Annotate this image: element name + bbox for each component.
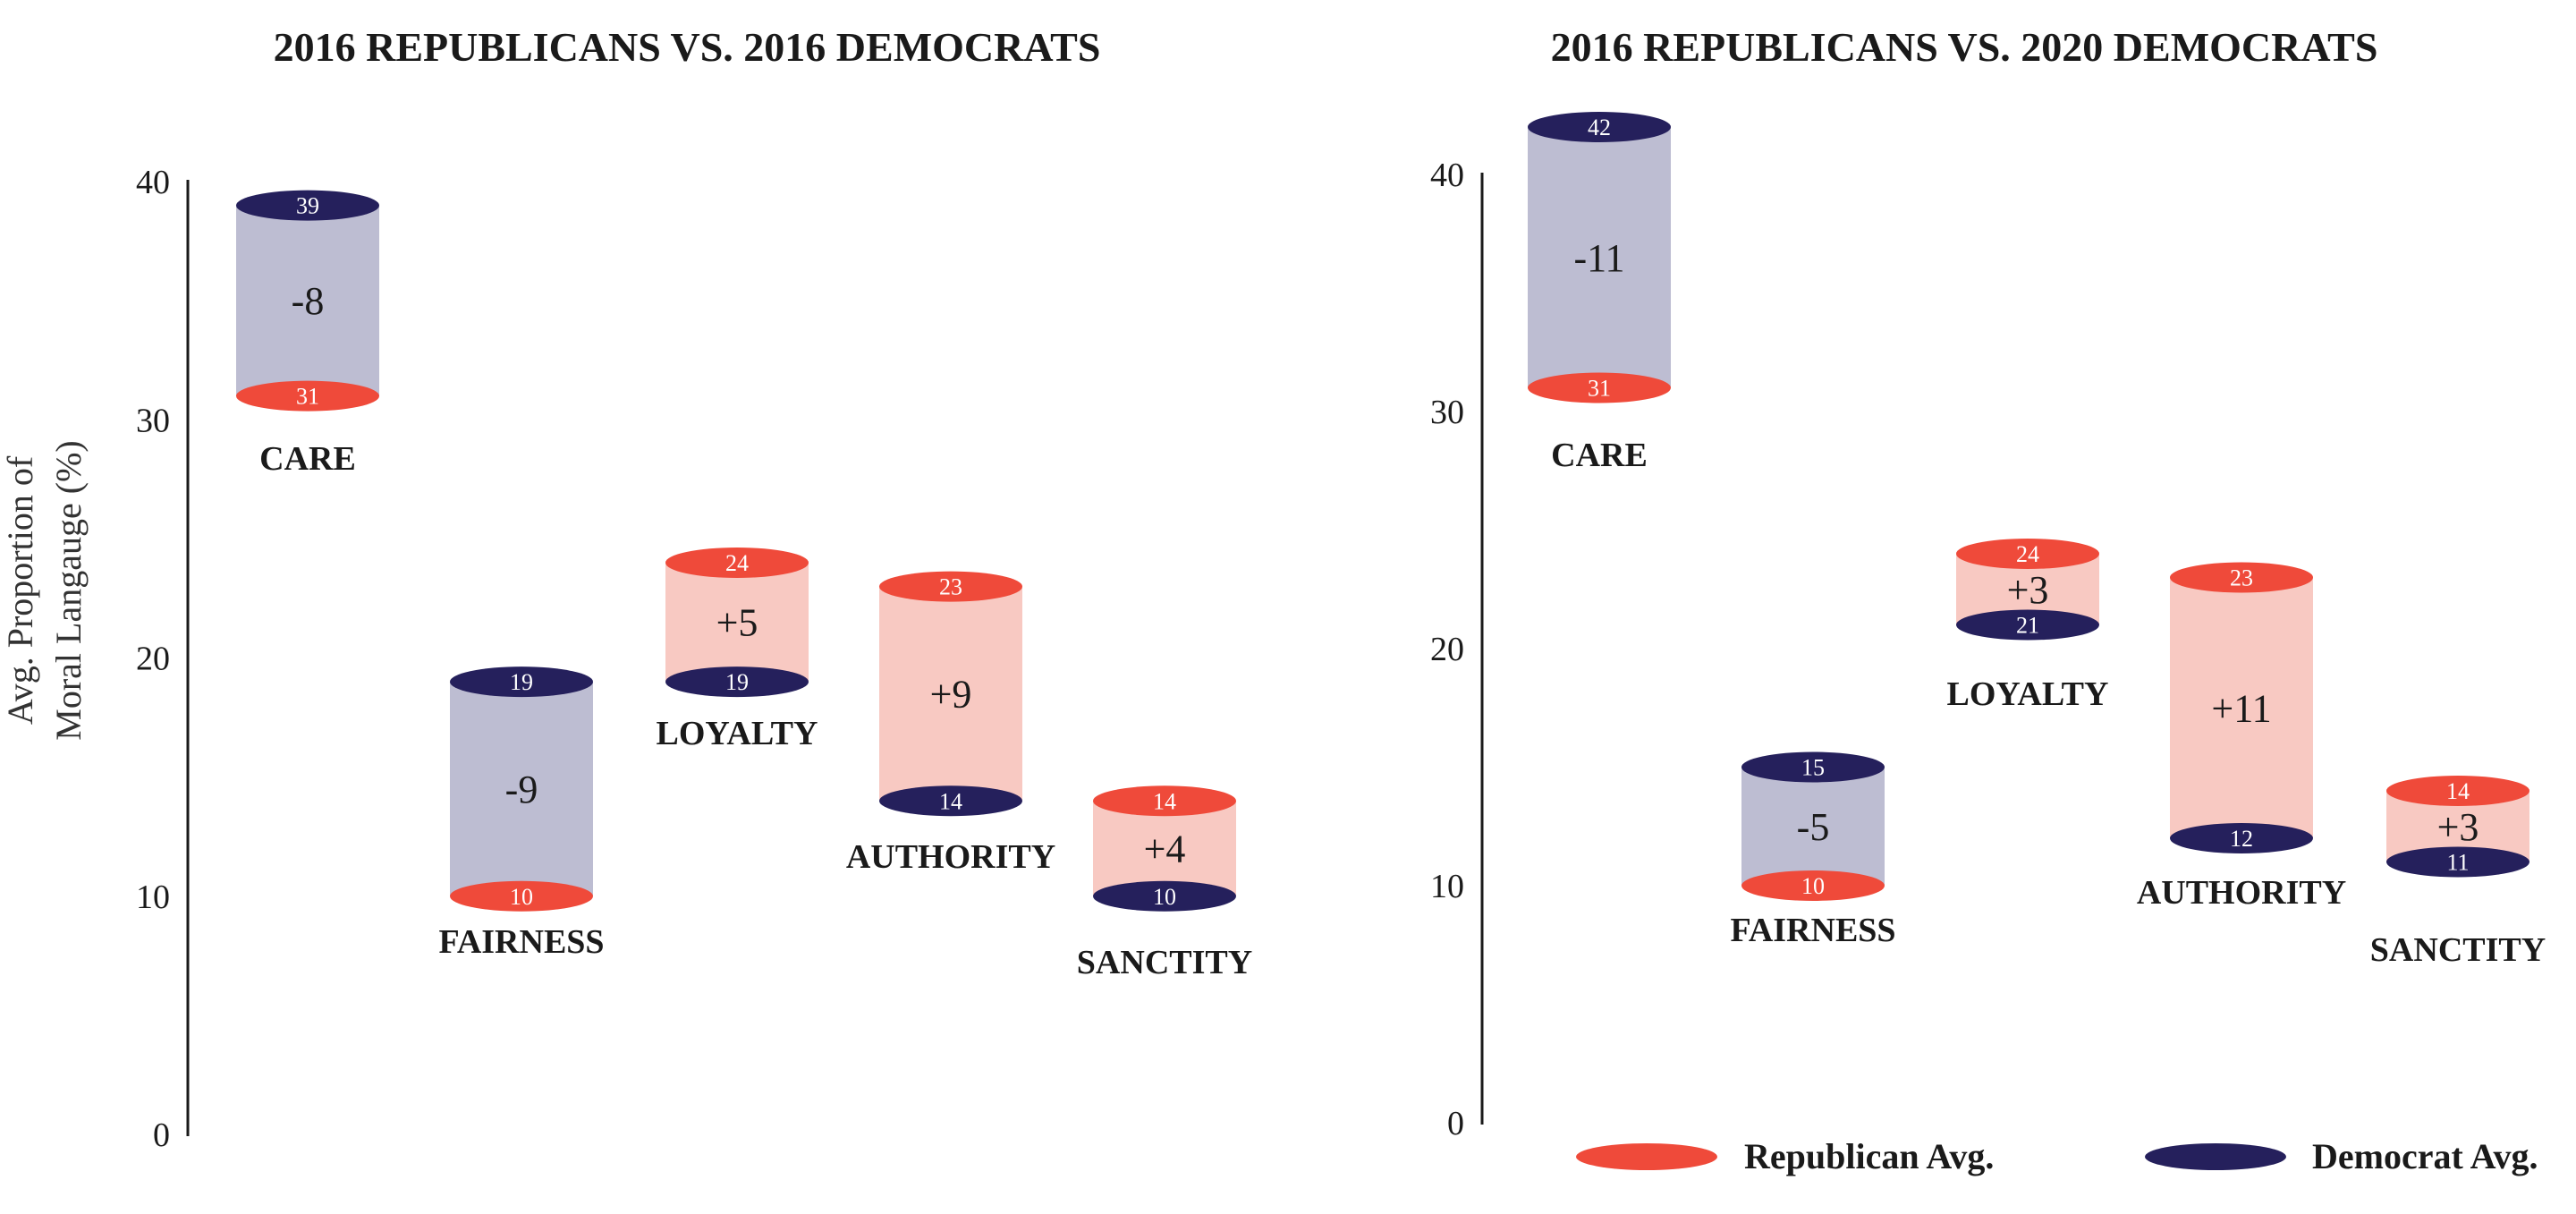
range-bar-care	[236, 205, 379, 396]
republican-value-label: 24	[725, 550, 749, 576]
democrat-cap-authority	[879, 785, 1022, 817]
y-tick-label: 20	[1430, 631, 1464, 668]
category-label-sanctity: SANCTITY	[2370, 931, 2546, 969]
republican-value-label: 23	[939, 574, 962, 600]
y-axis-title-line-1: Avg. Proportion of	[0, 455, 40, 725]
difference-label: -11	[1573, 236, 1624, 280]
republican-value-label: 31	[296, 384, 319, 410]
category-label-loyalty: LOYALTY	[657, 715, 818, 752]
republican-cap-authority	[879, 571, 1022, 602]
republican-legend-swatch	[1576, 1143, 1717, 1170]
republican-cap-authority	[2170, 562, 2313, 593]
difference-label: -5	[1797, 805, 1830, 849]
range-bar-sanctity	[1093, 801, 1236, 896]
republican-cap-loyalty	[1956, 539, 2099, 569]
range-bar-loyalty	[665, 563, 809, 683]
republican-value-label: 23	[2230, 565, 2253, 591]
range-bar-fairness	[450, 682, 593, 896]
difference-label: -9	[505, 768, 538, 811]
range-bar-care	[1528, 127, 1671, 388]
democrat-cap-sanctity	[1093, 880, 1236, 912]
republican-value-label: 10	[1801, 873, 1825, 899]
y-tick-label: 40	[136, 164, 170, 201]
category-label-authority: AUTHORITY	[2137, 874, 2346, 912]
range-bar-fairness	[1741, 767, 1885, 886]
y-tick-label: 30	[136, 402, 170, 439]
difference-label: +5	[716, 601, 758, 645]
republican-value-label: 24	[2016, 541, 2039, 567]
democrat-cap-loyalty	[665, 666, 809, 698]
range-bar-authority	[2170, 577, 2313, 838]
chart-panel-1: 2016 REPUBLICANS VS. 2016 DEMOCRATS 0 10 20…	[136, 24, 1252, 1154]
republican-cap-care	[1528, 372, 1671, 403]
panel-title: 2016 REPUBLICANS VS. 2016 DEMOCRATS	[274, 24, 1101, 70]
category-label-care: CARE	[1551, 437, 1648, 474]
democrat-value-label: 10	[1153, 884, 1176, 910]
republican-cap-sanctity	[2386, 776, 2529, 806]
y-tick-label: 10	[136, 879, 170, 916]
republican-value-label: 31	[1588, 376, 1611, 402]
y-tick-label: 30	[1430, 394, 1464, 431]
category-label-fairness: FAIRNESS	[1730, 912, 1895, 949]
republican-cap-fairness	[450, 880, 593, 912]
republican-legend-label: Republican Avg.	[1744, 1136, 1994, 1176]
republican-cap-care	[236, 380, 379, 412]
republican-value-label: 14	[1153, 788, 1176, 814]
category-label-loyalty: LOYALTY	[1947, 675, 2109, 713]
democrat-cap-fairness	[1741, 751, 1885, 783]
democrat-value-label: 19	[725, 669, 749, 695]
y-tick-label: 40	[1430, 157, 1464, 194]
republican-cap-sanctity	[1093, 785, 1236, 817]
democrat-value-label: 15	[1801, 755, 1825, 781]
republican-value-label: 14	[2446, 778, 2470, 804]
y-tick-label: 0	[1447, 1105, 1464, 1142]
y-tick-label: 10	[1430, 868, 1464, 905]
democrat-value-label: 11	[2446, 850, 2469, 876]
democrat-value-label: 12	[2230, 826, 2253, 852]
y-tick-label: 0	[153, 1116, 170, 1154]
democrat-legend-label: Democrat Avg.	[2312, 1136, 2538, 1176]
chart-panel-2: 2016 REPUBLICANS VS. 2020 DEMOCRATS 0 10 20…	[1430, 24, 2546, 1142]
category-label-care: CARE	[259, 440, 356, 478]
difference-label: +9	[930, 672, 972, 716]
democrat-value-label: 21	[2016, 613, 2039, 639]
democrat-value-label: 19	[510, 669, 533, 695]
difference-label: +11	[2211, 686, 2271, 730]
democrat-cap-loyalty	[1956, 609, 2099, 641]
category-label-authority: AUTHORITY	[846, 838, 1055, 876]
difference-label: +3	[2437, 805, 2479, 849]
republican-cap-fairness	[1741, 870, 1885, 901]
democrat-value-label: 39	[296, 193, 319, 219]
y-axis-title-line-2: Moral Langauge (%)	[48, 440, 89, 740]
category-label-sanctity: SANCTITY	[1077, 944, 1252, 981]
difference-label: +3	[2007, 568, 2049, 612]
democrat-value-label: 14	[939, 788, 962, 814]
difference-label: -8	[292, 279, 325, 323]
democrat-cap-care	[236, 190, 379, 221]
legend: Republican Avg. Democrat Avg.	[1576, 1136, 2538, 1176]
panel-title: 2016 REPUBLICANS VS. 2020 DEMOCRATS	[1551, 24, 2378, 70]
democrat-legend-swatch	[2145, 1143, 2286, 1170]
republican-cap-loyalty	[665, 548, 809, 578]
democrat-cap-fairness	[450, 666, 593, 698]
democrat-cap-care	[1528, 112, 1671, 142]
category-label-fairness: FAIRNESS	[438, 923, 604, 961]
republican-value-label: 10	[510, 884, 533, 910]
difference-label: +4	[1144, 828, 1186, 871]
democrat-value-label: 42	[1588, 115, 1611, 140]
democrat-cap-sanctity	[2386, 846, 2529, 878]
democrat-cap-authority	[2170, 823, 2313, 853]
range-bar-authority	[879, 586, 1022, 802]
y-tick-label: 20	[136, 641, 170, 678]
